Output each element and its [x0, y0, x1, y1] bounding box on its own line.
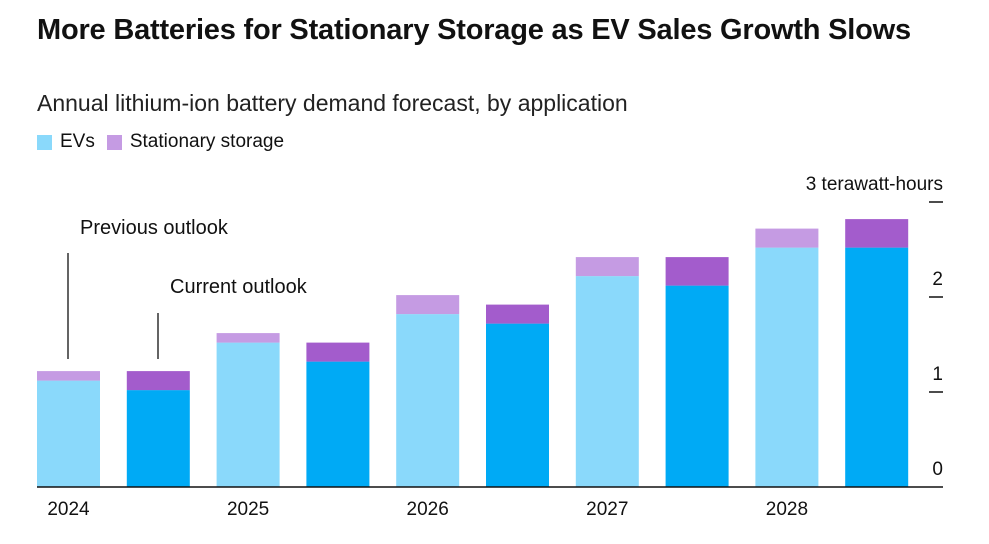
bar-storage-2027-current	[665, 257, 729, 286]
bar-storage-2025-previous	[216, 333, 280, 343]
x-tick-label-2024: 2024	[47, 499, 90, 520]
bar-evs-2025-previous	[216, 342, 280, 487]
legend-item-storage: Stationary storage	[106, 130, 285, 154]
bar-evs-2026-current	[486, 323, 549, 487]
bar-evs-2028-previous	[755, 247, 819, 487]
annotation-previous-outlook: Previous outlook	[80, 217, 229, 239]
legend-label-storage: Stationary storage	[129, 131, 285, 152]
bar-storage-2028-current	[845, 219, 909, 248]
annotation-current-outlook: Current outlook	[170, 276, 308, 298]
y-tick-label-1: 1	[932, 364, 943, 385]
bar-evs-2026-previous	[396, 314, 460, 487]
chart-title: More Batteries for Stationary Storage as…	[37, 14, 911, 46]
x-tick-label-2025: 2025	[227, 499, 269, 520]
bar-evs-2027-previous	[575, 276, 639, 487]
y-tick-label-3: 3 terawatt-hours	[806, 174, 943, 195]
bar-storage-2025-current	[306, 342, 370, 362]
bar-storage-2024-previous	[37, 371, 100, 381]
legend-swatch-evs	[37, 134, 52, 150]
bar-storage-2026-current	[486, 304, 549, 324]
legend-item-evs: EVs	[37, 130, 95, 154]
x-tick-label-2028: 2028	[766, 499, 808, 520]
bar-storage-2027-previous	[575, 257, 639, 277]
x-tick-label-2026: 2026	[407, 499, 449, 520]
bar-storage-2028-previous	[755, 228, 819, 248]
bar-storage-2026-previous	[396, 295, 460, 315]
legend-swatch-storage	[106, 134, 122, 150]
chart-subtitle: Annual lithium-ion battery demand foreca…	[37, 90, 628, 116]
y-tick-label-0: 0	[932, 459, 943, 480]
bar-evs-2024-previous	[37, 380, 100, 487]
bar-storage-2024-current	[126, 371, 190, 391]
y-tick-label-2: 2	[932, 269, 943, 290]
bar-evs-2028-current	[845, 247, 909, 487]
bar-evs-2027-current	[665, 285, 729, 487]
legend-label-evs: EVs	[60, 131, 95, 152]
x-tick-label-2027: 2027	[586, 499, 628, 520]
legend: EVs Stationary storage	[37, 130, 296, 154]
bar-evs-2024-current	[126, 390, 190, 487]
bar-evs-2025-current	[306, 361, 370, 487]
